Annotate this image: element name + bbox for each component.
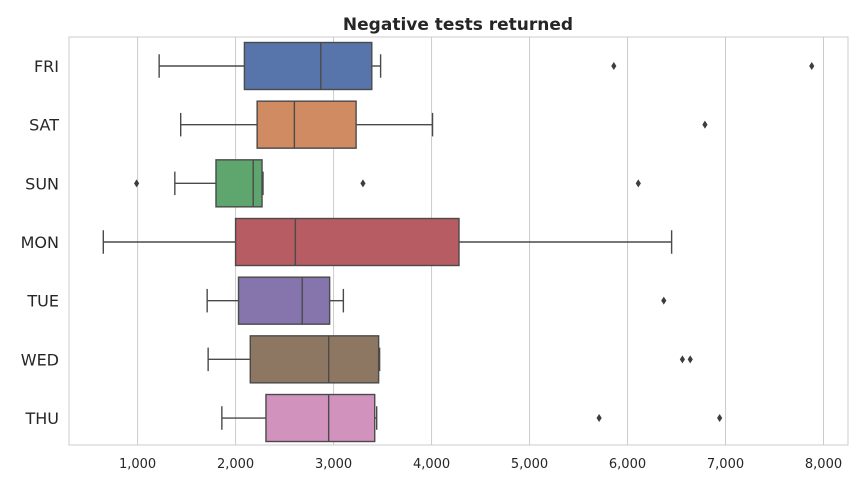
outlier-point — [134, 179, 140, 188]
box — [265, 393, 376, 443]
y-tick-label: THU — [24, 409, 59, 428]
x-tick-labels: 1,000 2,000 3,000 4,000 5,000 6,000 7,000 8,000 — [119, 457, 842, 472]
plot-frame — [68, 36, 849, 446]
box-group-tue — [206, 276, 667, 325]
outlier-point — [611, 62, 617, 70]
box — [256, 100, 357, 149]
y-tick-label: WED — [21, 350, 59, 369]
x-tick-label: 3,000 — [315, 457, 352, 472]
outlier-point — [635, 179, 641, 188]
box-series — [102, 41, 815, 443]
box-group-fri — [158, 41, 815, 91]
outlier-point — [702, 120, 708, 129]
x-tick-label: 8,000 — [805, 457, 842, 472]
box — [237, 276, 331, 325]
outlier-point — [687, 355, 693, 364]
y-tick-label: TUE — [26, 292, 59, 311]
chart-title: Negative tests returned — [343, 15, 573, 35]
box — [249, 335, 380, 384]
outlier-point — [809, 62, 815, 70]
box-group-wed — [207, 335, 693, 384]
box-group-thu — [221, 393, 723, 443]
x-tick-label: 5,000 — [511, 457, 548, 472]
outlier-point — [717, 414, 723, 423]
x-tick-label: 6,000 — [609, 457, 646, 472]
outlier-point — [360, 179, 366, 188]
y-tick-label: MON — [21, 233, 59, 252]
outlier-point — [596, 414, 602, 423]
y-tick-label: SUN — [25, 174, 59, 193]
box — [234, 217, 460, 267]
x-tick-label: 1,000 — [119, 457, 156, 472]
box-group-sun — [134, 159, 641, 208]
outlier-point — [679, 355, 686, 364]
x-tick-label: 2,000 — [217, 457, 254, 472]
box-group-sat — [180, 100, 708, 149]
x-tick-label: 4,000 — [413, 457, 450, 472]
box — [215, 159, 263, 208]
y-tick-label: SAT — [29, 116, 59, 135]
outlier-point — [661, 296, 667, 305]
y-tick-label: FRI — [34, 57, 59, 76]
x-tick-label: 7,000 — [707, 457, 744, 472]
box-group-mon — [102, 217, 673, 267]
y-tick-labels: FRI SAT SUN MON TUE WED THU — [21, 57, 60, 428]
box — [243, 41, 373, 91]
